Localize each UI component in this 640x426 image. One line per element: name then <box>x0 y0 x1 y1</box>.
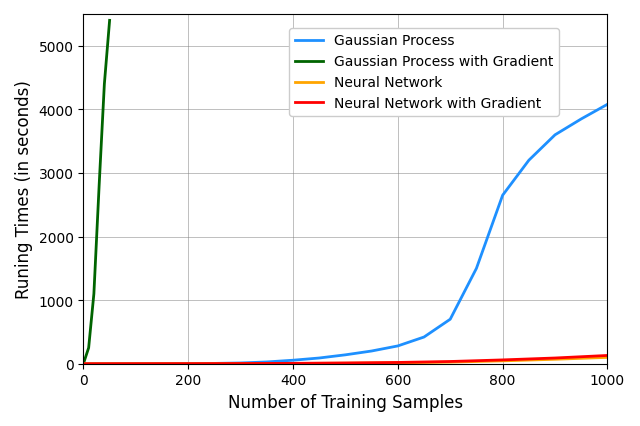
Gaussian Process <box>368 348 376 354</box>
Neural Network <box>551 357 559 362</box>
Gaussian Process <box>237 360 244 366</box>
Neural Network <box>132 361 140 366</box>
Line: Gaussian Process: Gaussian Process <box>83 105 607 364</box>
Gaussian Process with Gradient <box>95 184 103 189</box>
Neural Network <box>499 358 506 363</box>
Gaussian Process with Gradient <box>85 345 93 351</box>
Gaussian Process <box>79 361 87 366</box>
Legend: Gaussian Process, Gaussian Process with Gradient, Neural Network, Neural Network: Gaussian Process, Gaussian Process with … <box>289 29 559 117</box>
Neural Network <box>184 361 192 366</box>
Gaussian Process with Gradient <box>90 291 98 296</box>
Gaussian Process <box>577 117 585 122</box>
Neural Network with Gradient <box>342 360 349 366</box>
Gaussian Process <box>263 360 271 365</box>
Gaussian Process <box>394 343 402 348</box>
Gaussian Process <box>499 193 506 199</box>
Neural Network with Gradient <box>184 361 192 366</box>
Neural Network <box>604 355 611 360</box>
Neural Network with Gradient <box>79 361 87 366</box>
Gaussian Process <box>289 358 297 363</box>
Neural Network <box>342 361 349 366</box>
Line: Neural Network: Neural Network <box>83 357 607 364</box>
Neural Network with Gradient <box>132 361 140 366</box>
Neural Network with Gradient <box>499 357 506 363</box>
Neural Network with Gradient <box>551 356 559 361</box>
Gaussian Process <box>604 103 611 108</box>
Gaussian Process <box>472 266 480 271</box>
Gaussian Process <box>184 361 192 366</box>
Neural Network with Gradient <box>237 361 244 366</box>
Gaussian Process <box>211 361 218 366</box>
Gaussian Process <box>420 335 428 340</box>
Gaussian Process <box>446 317 454 322</box>
Gaussian Process <box>525 158 532 164</box>
Neural Network <box>79 361 87 366</box>
Neural Network with Gradient <box>604 353 611 358</box>
Neural Network <box>446 360 454 365</box>
Gaussian Process with Gradient <box>106 19 113 24</box>
Neural Network <box>237 361 244 366</box>
Gaussian Process <box>551 133 559 138</box>
Gaussian Process <box>158 361 166 366</box>
Line: Neural Network with Gradient: Neural Network with Gradient <box>83 356 607 364</box>
Gaussian Process <box>316 356 323 361</box>
Gaussian Process with Gradient <box>100 82 108 87</box>
Neural Network with Gradient <box>446 359 454 364</box>
Gaussian Process <box>106 361 113 366</box>
Neural Network with Gradient <box>289 361 297 366</box>
Line: Gaussian Process with Gradient: Gaussian Process with Gradient <box>83 21 109 364</box>
Gaussian Process <box>132 361 140 366</box>
Neural Network <box>289 361 297 366</box>
X-axis label: Number of Training Samples: Number of Training Samples <box>228 393 463 411</box>
Y-axis label: Runing Times (in seconds): Runing Times (in seconds) <box>15 80 33 299</box>
Neural Network with Gradient <box>394 360 402 365</box>
Gaussian Process <box>342 352 349 357</box>
Gaussian Process with Gradient <box>79 361 87 366</box>
Neural Network <box>394 360 402 366</box>
